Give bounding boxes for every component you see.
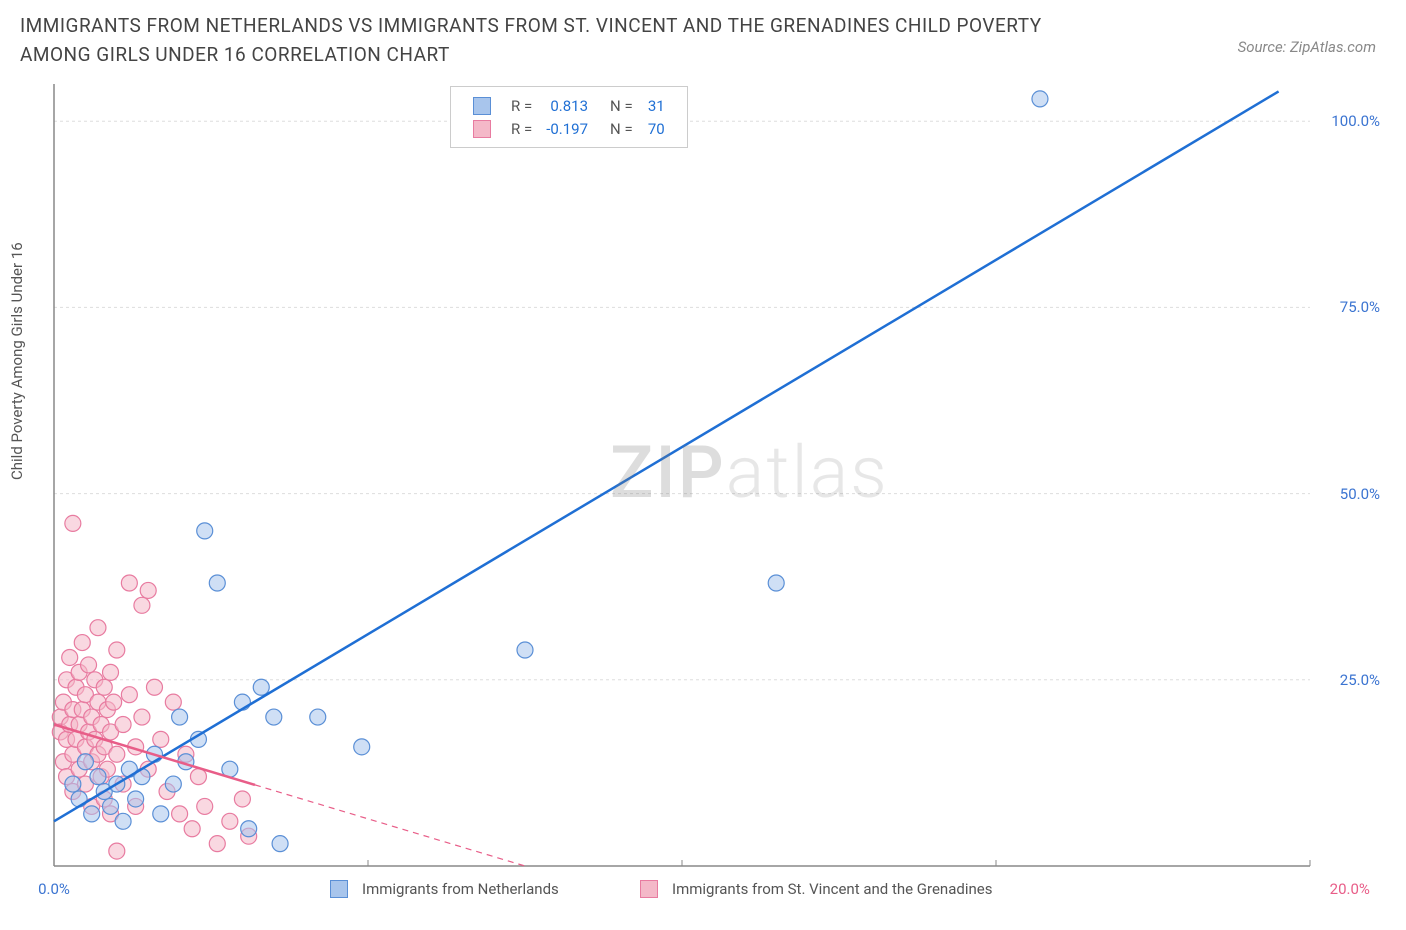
legend-r-label: R =: [505, 95, 538, 116]
x-tick-max: 20.0%: [1330, 880, 1370, 898]
legend-r-value: 0.813: [540, 95, 594, 116]
legend-r-label: R =: [505, 118, 538, 139]
legend-stats: R =0.813N =31 R =-0.197N =70: [450, 86, 688, 148]
y-axis-label: Child Poverty Among Girls Under 16: [8, 242, 26, 480]
legend-series-2: Immigrants from St. Vincent and the Gren…: [640, 880, 992, 898]
chart-svg: [50, 80, 1370, 870]
y-tick-label: 25.0%: [1340, 671, 1380, 689]
legend-n-value: 70: [641, 118, 671, 139]
legend-swatch-icon: [640, 880, 658, 898]
legend-swatch-icon: [473, 120, 491, 138]
plot-area: ZIPatlas R =0.813N =31R =-0.197N =70 25.…: [50, 80, 1370, 870]
legend-label: Immigrants from St. Vincent and the Gren…: [672, 880, 992, 898]
y-tick-label: 100.0%: [1331, 112, 1380, 130]
legend-swatch-icon: [473, 97, 491, 115]
y-tick-label: 50.0%: [1340, 485, 1380, 503]
legend-n-label: N =: [596, 118, 639, 139]
y-tick-label: 75.0%: [1340, 298, 1380, 316]
legend-label: Immigrants from Netherlands: [362, 880, 559, 898]
legend-r-value: -0.197: [540, 118, 594, 139]
legend-series-1: Immigrants from Netherlands: [330, 880, 559, 898]
legend-n-value: 31: [641, 95, 671, 116]
chart-title: IMMIGRANTS FROM NETHERLANDS VS IMMIGRANT…: [20, 12, 1100, 69]
x-tick-min: 0.0%: [38, 880, 70, 898]
legend-n-label: N =: [596, 95, 639, 116]
source-label: Source: ZipAtlas.com: [1238, 38, 1376, 56]
legend-swatch-icon: [330, 880, 348, 898]
